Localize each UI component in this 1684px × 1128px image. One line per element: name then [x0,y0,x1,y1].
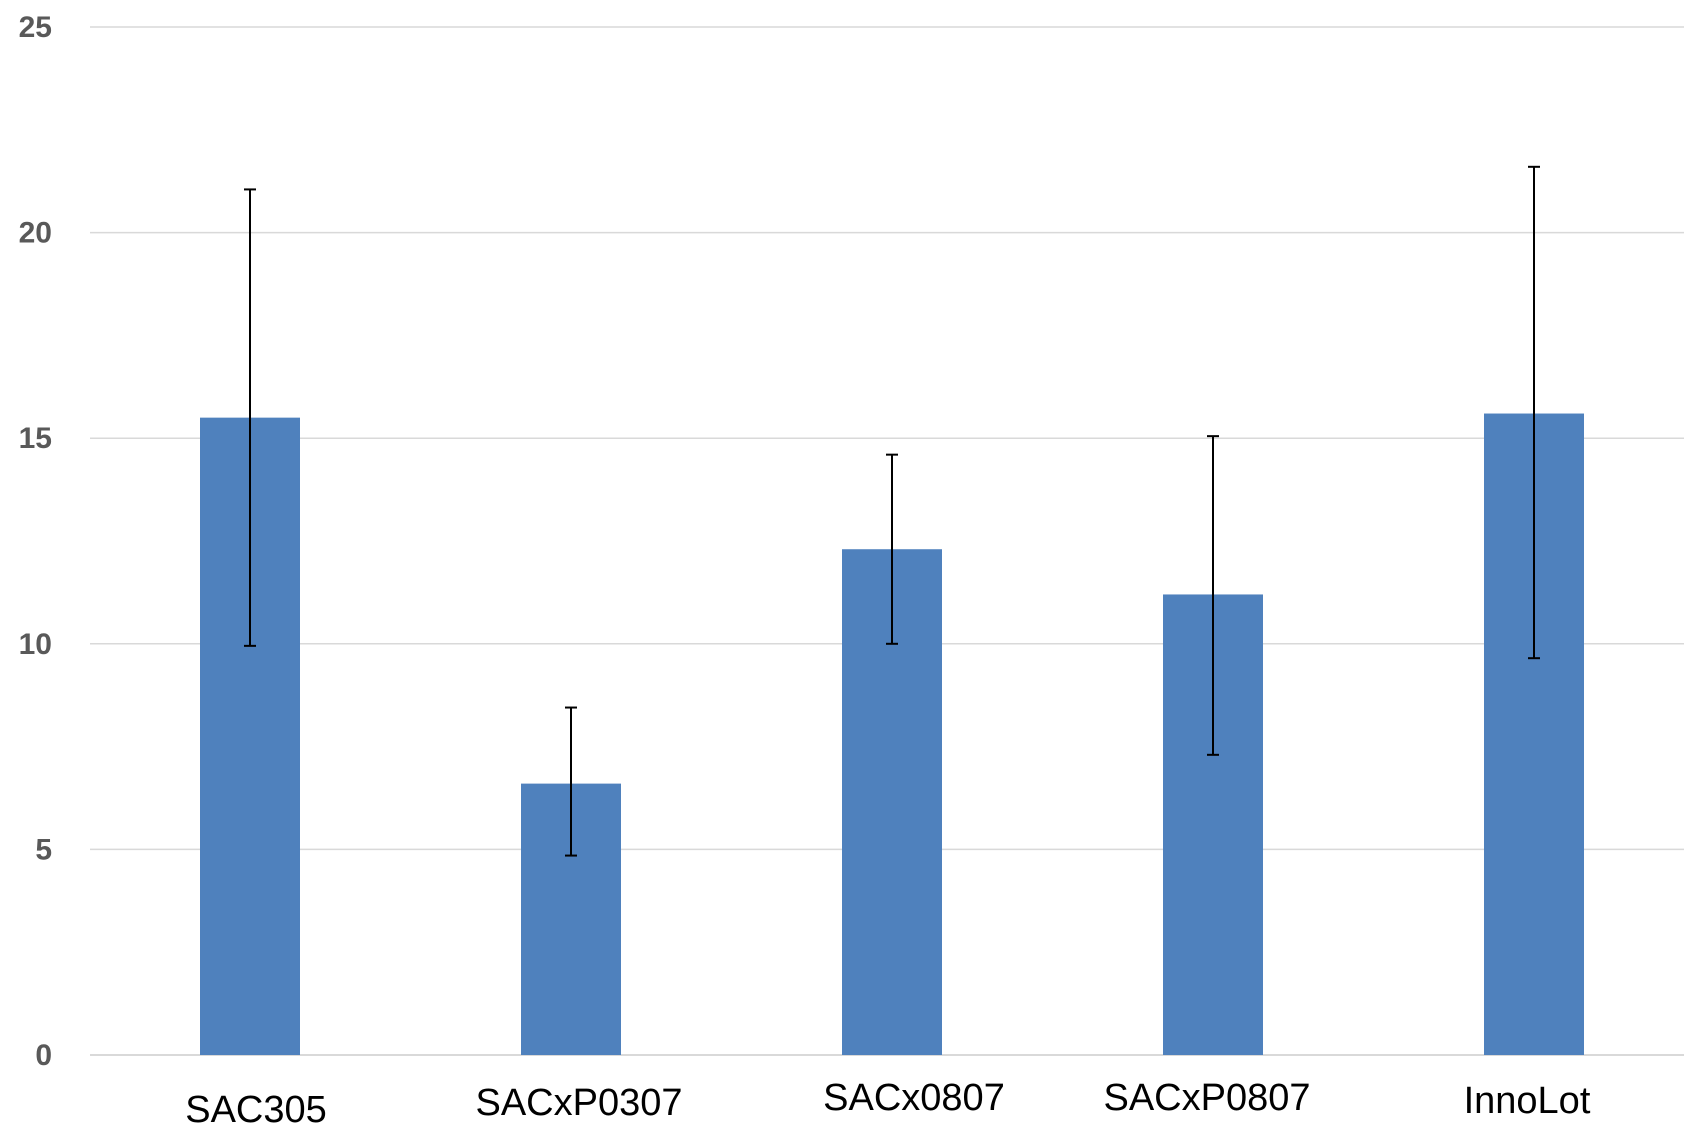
error-bars [244,165,1540,857]
error-bar-innolot [1528,165,1540,660]
error-bar-sacx0807 [886,453,898,645]
x-tick-label-sacxp0807: SACxP0807 [1103,1077,1310,1119]
x-tick-label-sacxp0307: SACxP0307 [475,1082,682,1124]
error-bar-sacxp0307 [565,706,577,857]
x-axis-labels: SAC305 SACxP0307 SACx0807 SACxP0807 InnoLot [185,1077,1591,1128]
x-tick-label-sacx0807: SACx0807 [823,1077,1005,1119]
error-bar-sac305 [244,188,256,647]
y-tick-label: 20 [19,217,52,250]
y-tick-label: 15 [19,422,52,455]
y-tick-label: 25 [19,11,52,44]
error-bar-sacxp0807 [1207,435,1219,756]
y-axis-ticks: 0 5 10 15 20 25 [19,11,52,1072]
y-tick-label: 10 [19,628,52,661]
y-tick-label: 5 [35,833,52,866]
x-tick-label-innolot: InnoLot [1464,1080,1591,1122]
y-tick-label: 0 [35,1039,52,1072]
x-tick-label-sac305: SAC305 [185,1089,327,1128]
